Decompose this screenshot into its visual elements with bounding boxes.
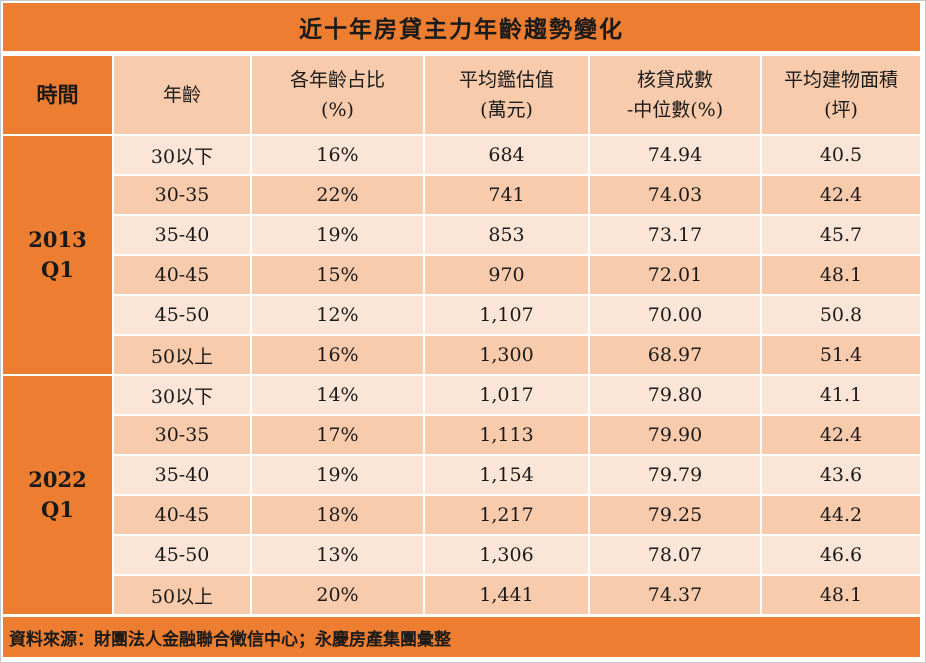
header-valuation: 平均鑑估值 (萬元): [425, 56, 590, 136]
valuation-cell: 1,107: [425, 296, 590, 336]
age-cell: 40-45: [114, 496, 252, 536]
age-cell: 30-35: [114, 416, 252, 456]
valuation-cell: 1,154: [425, 456, 590, 496]
period-label: Q1: [41, 257, 74, 282]
share-cell: 22%: [252, 176, 425, 216]
share-cell: 17%: [252, 416, 425, 456]
header-row: 時間 年齡 各年齡占比 (%) 平均鑑估值 (萬元) 核貸成數 -中位數(%) 平均建…: [3, 56, 920, 136]
table-row: 30-35 22% 741 74.03 42.4: [3, 176, 920, 216]
valuation-cell: 684: [425, 136, 590, 176]
header-loan-ratio-line2: -中位數(%): [626, 99, 724, 121]
valuation-cell: 1,217: [425, 496, 590, 536]
area-cell: 48.1: [762, 256, 920, 296]
share-cell: 20%: [252, 576, 425, 616]
table-row: 45-50 13% 1,306 78.07 46.6: [3, 536, 920, 576]
header-age: 年齡: [114, 56, 252, 136]
area-cell: 43.6: [762, 456, 920, 496]
loan-ratio-cell: 79.25: [590, 496, 762, 536]
header-loan-ratio-line1: 核貸成數: [636, 69, 713, 91]
area-cell: 48.1: [762, 576, 920, 616]
loan-ratio-cell: 79.90: [590, 416, 762, 456]
table-row: 35-40 19% 853 73.17 45.7: [3, 216, 920, 256]
area-cell: 51.4: [762, 336, 920, 376]
valuation-cell: 1,441: [425, 576, 590, 616]
share-cell: 12%: [252, 296, 425, 336]
table-row: 45-50 12% 1,107 70.00 50.8: [3, 296, 920, 336]
period-cell: 2022 Q1: [3, 376, 114, 616]
area-cell: 40.5: [762, 136, 920, 176]
period-label: Q1: [41, 497, 74, 522]
loan-ratio-cell: 78.07: [590, 536, 762, 576]
age-cell: 45-50: [114, 536, 252, 576]
valuation-cell: 1,017: [425, 376, 590, 416]
area-cell: 44.2: [762, 496, 920, 536]
header-valuation-line1: 平均鑑估值: [458, 69, 554, 91]
table-row: 40-45 18% 1,217 79.25 44.2: [3, 496, 920, 536]
header-share-line1: 各年齡占比: [289, 69, 385, 91]
share-cell: 15%: [252, 256, 425, 296]
age-cell: 30以下: [114, 376, 252, 416]
area-cell: 45.7: [762, 216, 920, 256]
header-loan-ratio: 核貸成數 -中位數(%): [590, 56, 762, 136]
table-row: 50以上 20% 1,441 74.37 48.1: [3, 576, 920, 616]
valuation-cell: 1,113: [425, 416, 590, 456]
period-cell: 2013 Q1: [3, 136, 114, 376]
valuation-cell: 1,306: [425, 536, 590, 576]
share-cell: 18%: [252, 496, 425, 536]
table-row: 30-35 17% 1,113 79.90 42.4: [3, 416, 920, 456]
header-area: 平均建物面積 (坪): [762, 56, 920, 136]
age-cell: 50以上: [114, 336, 252, 376]
table-title: 近十年房貸主力年齡趨勢變化: [3, 3, 920, 51]
area-cell: 41.1: [762, 376, 920, 416]
share-cell: 19%: [252, 216, 425, 256]
age-cell: 50以上: [114, 576, 252, 616]
table-row: 35-40 19% 1,154 79.79 43.6: [3, 456, 920, 496]
source-note: 資料來源：財團法人金融聯合徵信中心；永慶房產集團彙整: [3, 617, 920, 657]
period-label: 2022: [28, 467, 87, 492]
area-cell: 42.4: [762, 416, 920, 456]
share-cell: 16%: [252, 336, 425, 376]
age-cell: 45-50: [114, 296, 252, 336]
header-valuation-line2: (萬元): [480, 99, 533, 121]
age-cell: 30以下: [114, 136, 252, 176]
share-cell: 19%: [252, 456, 425, 496]
loan-ratio-cell: 74.37: [590, 576, 762, 616]
header-share: 各年齡占比 (%): [252, 56, 425, 136]
loan-ratio-cell: 73.17: [590, 216, 762, 256]
age-cell: 30-35: [114, 176, 252, 216]
header-time: 時間: [3, 56, 114, 136]
header-area-line1: 平均建物面積: [783, 69, 898, 91]
table-row: 40-45 15% 970 72.01 48.1: [3, 256, 920, 296]
valuation-cell: 970: [425, 256, 590, 296]
table-row: 2013 Q1 30以下 16% 684 74.94 40.5: [3, 136, 920, 376]
age-trend-table: 時間 年齡 各年齡占比 (%) 平均鑑估值 (萬元) 核貸成數 -中位數(%) 平均建…: [3, 56, 920, 616]
age-cell: 35-40: [114, 456, 252, 496]
header-area-line2: (坪): [824, 99, 858, 121]
valuation-cell: 853: [425, 216, 590, 256]
area-cell: 46.6: [762, 536, 920, 576]
loan-ratio-cell: 70.00: [590, 296, 762, 336]
age-cell: 35-40: [114, 216, 252, 256]
valuation-cell: 1,300: [425, 336, 590, 376]
period-label: 2013: [28, 227, 87, 252]
share-cell: 13%: [252, 536, 425, 576]
valuation-cell: 741: [425, 176, 590, 216]
age-cell: 40-45: [114, 256, 252, 296]
share-cell: 14%: [252, 376, 425, 416]
header-share-line2: (%): [321, 99, 354, 121]
loan-ratio-cell: 79.80: [590, 376, 762, 416]
table-row: 50以上 16% 1,300 68.97 51.4: [3, 336, 920, 376]
loan-ratio-cell: 74.03: [590, 176, 762, 216]
share-cell: 16%: [252, 136, 425, 176]
loan-ratio-cell: 79.79: [590, 456, 762, 496]
loan-ratio-cell: 72.01: [590, 256, 762, 296]
table-row: 2022 Q1 30以下 14% 1,017 79.80 41.1: [3, 376, 920, 616]
loan-ratio-cell: 68.97: [590, 336, 762, 376]
loan-ratio-cell: 74.94: [590, 136, 762, 176]
area-cell: 50.8: [762, 296, 920, 336]
area-cell: 42.4: [762, 176, 920, 216]
